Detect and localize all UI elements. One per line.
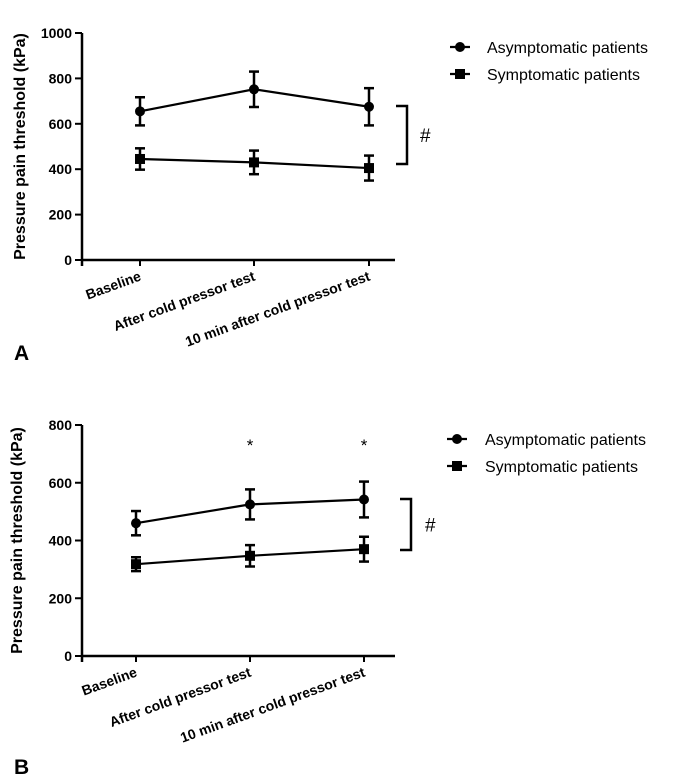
panel-b-significance-mark: # xyxy=(425,516,436,537)
panel-b-series-asymptomatic-point xyxy=(359,494,369,505)
panel-a-series-asymptomatic-legend-label: Asymptomatic patients xyxy=(487,40,648,57)
panel-a-series-symptomatic-point xyxy=(364,163,374,174)
panel-b-star-mark: * xyxy=(361,436,368,455)
panel-a-y-tick-label: 600 xyxy=(49,116,73,132)
panel-a-y-tick-label: 1000 xyxy=(41,25,72,41)
panel-b-series-symptomatic-point xyxy=(131,559,141,570)
panel-b-series-symptomatic-point xyxy=(245,550,255,561)
panel-a-y-tick-label: 200 xyxy=(49,207,73,223)
panel-b-series-asymptomatic-point xyxy=(131,518,141,529)
panel-a-panel-label: A xyxy=(14,342,29,365)
panel-a-series-asymptomatic-point xyxy=(135,106,145,117)
panel-a-x-tick-label: Baseline xyxy=(83,268,143,303)
panel-b-series-symptomatic-legend-label: Symptomatic patients xyxy=(485,459,638,476)
panel-a-y-tick-label: 400 xyxy=(49,161,73,177)
panel-b-y-tick-label: 0 xyxy=(64,648,72,664)
panel-b-star-mark: * xyxy=(247,436,254,455)
panel-a-series-symptomatic-legend-label: Symptomatic patients xyxy=(487,67,640,84)
panel-a-y-axis-title: Pressure pain threshold (kPa) xyxy=(12,33,29,260)
panel-b-significance-bracket xyxy=(400,497,413,552)
panel-a-x-tick-label: 10 min after cold pressor test xyxy=(183,268,372,350)
panel-b-y-tick-label: 800 xyxy=(49,417,73,433)
panel-a-series-symptomatic-point xyxy=(249,157,259,168)
panel-b-x-tick-label: 10 min after cold pressor test xyxy=(178,664,367,746)
panel-a-significance-mark: # xyxy=(420,126,431,147)
panel-a-series-asymptomatic-legend-marker xyxy=(455,42,465,52)
panel-a-y-tick-label: 0 xyxy=(64,252,72,268)
panel-b-y-tick-label: 600 xyxy=(49,475,73,491)
panel-b-x-tick-label: Baseline xyxy=(79,664,139,699)
panel-b-y-tick-label: 400 xyxy=(49,533,73,549)
panel-a-series-symptomatic-point xyxy=(135,153,145,164)
panel-b-panel-label: B xyxy=(14,756,29,778)
panel-a-significance-bracket xyxy=(396,104,409,166)
panel-b-y-axis-title: Pressure pain threshold (kPa) xyxy=(9,427,26,654)
panel-a-y-tick-label: 800 xyxy=(49,70,73,86)
panel-a-series-asymptomatic-point xyxy=(364,101,374,112)
panel-a-series-asymptomatic-point xyxy=(249,84,259,95)
panel-b-y-tick-label: 200 xyxy=(49,590,73,606)
panel-b-series-symptomatic-legend-marker xyxy=(452,461,462,471)
panel-b-series-asymptomatic-legend-marker xyxy=(452,434,462,444)
panel-b-series-asymptomatic-point xyxy=(245,499,255,510)
panel-b-series-asymptomatic-legend-label: Asymptomatic patients xyxy=(485,432,646,449)
panel-b-series-symptomatic-point xyxy=(359,544,369,555)
panel-a-series-symptomatic-legend-marker xyxy=(455,69,465,79)
